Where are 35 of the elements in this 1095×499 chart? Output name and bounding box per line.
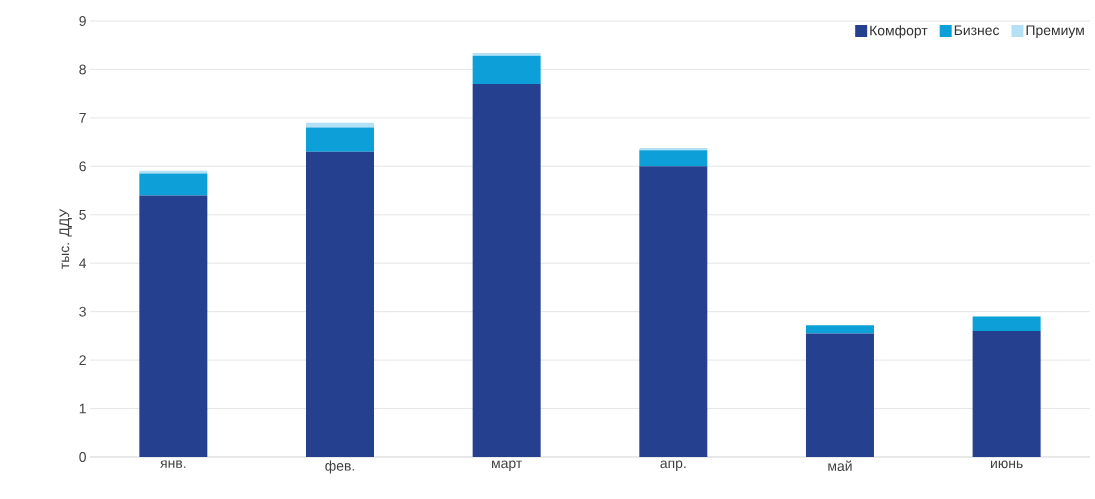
bar xyxy=(306,122,374,128)
bar xyxy=(472,52,541,56)
x-tick-label: май xyxy=(828,460,852,471)
y-tick-label: 4 xyxy=(79,258,87,269)
bar xyxy=(805,333,874,457)
bar xyxy=(306,127,374,152)
x-tick-label: янв. xyxy=(160,460,186,468)
x-tick-label: апр. xyxy=(660,460,686,471)
y-tick-label: 7 xyxy=(79,113,86,123)
bar xyxy=(972,331,1041,457)
bar xyxy=(139,195,208,457)
bar xyxy=(805,325,874,334)
bar xyxy=(139,170,208,174)
bar xyxy=(139,173,208,196)
bar xyxy=(639,150,708,167)
x-tick-label: фев. xyxy=(325,460,354,474)
legend-label: Комфорт xyxy=(870,25,928,39)
legend-label: Бизнес xyxy=(954,25,1000,36)
y-tick-label: 2 xyxy=(79,355,86,365)
y-tick-label: 1 xyxy=(79,403,86,414)
bar xyxy=(639,166,708,457)
y-tick-label: 9 xyxy=(79,16,86,26)
bar xyxy=(972,316,1041,332)
x-tick-label: март xyxy=(492,460,523,471)
y-tick-label: 8 xyxy=(79,64,86,75)
y-tick-label: 3 xyxy=(79,306,86,317)
x-tick-label: июнь xyxy=(990,460,1023,469)
legend-label: Премиум xyxy=(1026,25,1084,38)
y-axis-title: тыс. ДДУ xyxy=(59,208,72,269)
bar xyxy=(472,55,541,84)
y-tick-label: 0 xyxy=(79,452,86,462)
bar xyxy=(472,83,541,457)
bar xyxy=(306,151,374,457)
y-tick-label: 6 xyxy=(79,161,86,172)
y-tick-label: 5 xyxy=(79,209,86,220)
